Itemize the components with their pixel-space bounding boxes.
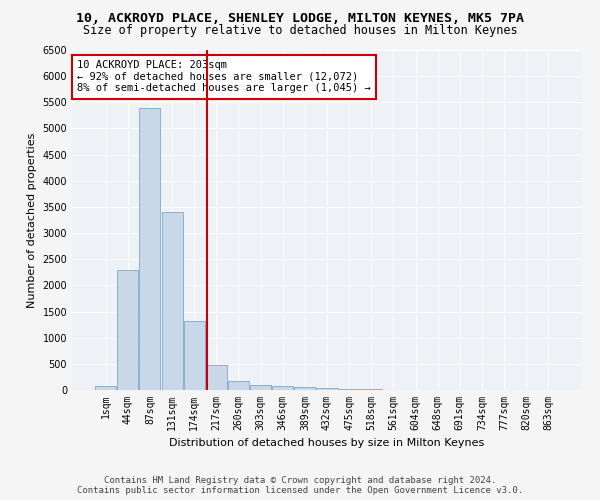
Y-axis label: Number of detached properties: Number of detached properties: [27, 132, 37, 308]
Bar: [161, 212, 182, 390]
Bar: [295, 388, 316, 390]
Bar: [272, 386, 293, 390]
Bar: [118, 270, 139, 390]
Bar: [338, 389, 359, 390]
Bar: [228, 381, 249, 390]
Text: 10, ACKROYD PLACE, SHENLEY LODGE, MILTON KEYNES, MK5 7PA: 10, ACKROYD PLACE, SHENLEY LODGE, MILTON…: [76, 12, 524, 26]
Bar: [316, 388, 338, 390]
Bar: [95, 386, 116, 390]
X-axis label: Distribution of detached houses by size in Milton Keynes: Distribution of detached houses by size …: [169, 438, 485, 448]
Bar: [184, 320, 205, 390]
Text: 10 ACKROYD PLACE: 203sqm
← 92% of detached houses are smaller (12,072)
8% of sem: 10 ACKROYD PLACE: 203sqm ← 92% of detach…: [77, 60, 371, 94]
Bar: [139, 108, 160, 390]
Text: Contains HM Land Registry data © Crown copyright and database right 2024.
Contai: Contains HM Land Registry data © Crown c…: [77, 476, 523, 495]
Text: Size of property relative to detached houses in Milton Keynes: Size of property relative to detached ho…: [83, 24, 517, 37]
Bar: [206, 365, 227, 390]
Bar: [250, 385, 271, 390]
